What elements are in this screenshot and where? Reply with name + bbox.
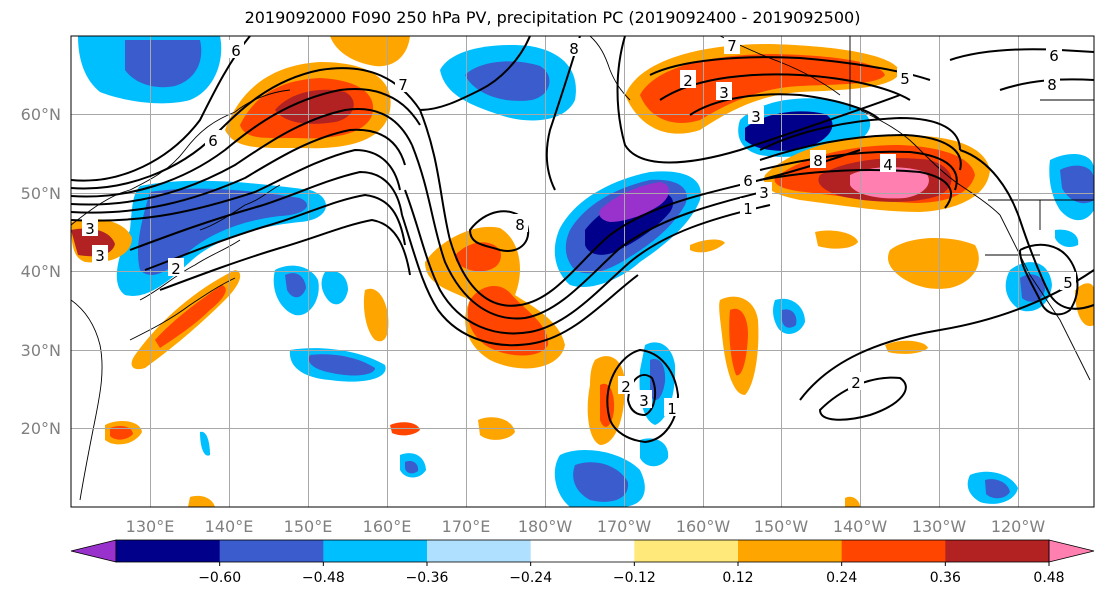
map-title: 2019092000 F090 250 hPa PV, precipitatio… (244, 8, 861, 27)
svg-text:3: 3 (719, 84, 729, 102)
colorbar-label: −0.36 (406, 570, 449, 586)
contour-label: 3 (82, 218, 98, 238)
lon-tick-label: 160°E (363, 517, 412, 536)
contour-label: 3 (748, 106, 764, 126)
lat-tick-label: 60°N (21, 105, 61, 124)
gridlines (71, 36, 1094, 507)
svg-text:2: 2 (621, 378, 631, 396)
svg-text:8: 8 (515, 216, 525, 234)
colorbar-segment (738, 540, 843, 562)
lon-tick-label: 150°E (284, 517, 333, 536)
svg-text:5: 5 (1063, 274, 1073, 292)
svg-text:3: 3 (751, 108, 761, 126)
colorbar-segment (530, 540, 635, 562)
contour-label: 2 (848, 372, 864, 392)
colorbar-segment (219, 540, 324, 562)
svg-text:3: 3 (759, 184, 769, 202)
contour-labels: 6 8 7 6 3 3 7 5 6 8 2 3 2 8 6 3 1 8 4 3 … (82, 36, 1076, 418)
contour-label: 6 (740, 170, 756, 190)
colorbar-label: −0.12 (613, 570, 656, 586)
svg-text:1: 1 (667, 400, 677, 418)
svg-text:3: 3 (95, 247, 105, 265)
contour-label: 7 (395, 74, 411, 94)
lon-tick-label: 140°E (205, 517, 254, 536)
colorbar-extend-max (1048, 539, 1095, 563)
colorbar-label: −0.48 (302, 570, 345, 586)
svg-text:7: 7 (727, 37, 737, 55)
contour-label: 2 (680, 70, 696, 90)
lon-tick-label: 160°W (676, 517, 731, 536)
colorbar-label: −0.60 (198, 570, 241, 586)
svg-text:7: 7 (398, 76, 408, 94)
svg-text:8: 8 (569, 40, 579, 58)
lon-ticks: 130°E 140°E 150°E 160°E 170°E 180°W 170°… (126, 517, 1046, 536)
contour-label: 1 (664, 398, 680, 418)
lon-tick-label: 130°W (912, 517, 967, 536)
contour-label: 3 (636, 390, 652, 410)
contour-label: 6 (1046, 45, 1062, 65)
colorbar-label: 0.36 (930, 570, 961, 586)
colorbar-segment (427, 540, 532, 562)
lon-tick-label: 140°W (833, 517, 888, 536)
contour-label: 8 (566, 38, 582, 58)
colorbar-label: 0.24 (826, 570, 857, 586)
lat-tick-label: 30°N (21, 341, 61, 360)
svg-text:2: 2 (171, 260, 181, 278)
svg-text:3: 3 (639, 392, 649, 410)
colorbar-segment (323, 540, 428, 562)
colorbar: −0.60 −0.48 −0.36 −0.24 −0.12 0.12 0.24 0.36 0.4… (70, 539, 1095, 586)
svg-text:5: 5 (900, 70, 910, 88)
contour-label: 1 (740, 198, 756, 218)
map-frame (70, 35, 1095, 508)
svg-text:2: 2 (683, 72, 693, 90)
contour-label: 5 (897, 68, 913, 88)
contour-label: 3 (716, 82, 732, 102)
colorbar-segment (116, 540, 221, 562)
contour-label: 3 (92, 245, 108, 265)
lat-tick-label: 20°N (21, 419, 61, 438)
lon-tick-label: 120°W (991, 517, 1046, 536)
contour-label: 4 (880, 154, 896, 174)
svg-text:8: 8 (1047, 76, 1057, 94)
svg-text:6: 6 (231, 42, 241, 60)
colorbar-extend-min (70, 539, 117, 563)
lat-tick-label: 40°N (21, 262, 61, 281)
colorbar-segment (945, 540, 1050, 562)
lon-tick-label: 180°W (518, 517, 573, 536)
contour-label: 8 (1044, 74, 1060, 94)
svg-text:4: 4 (883, 156, 893, 174)
contour-label: 8 (810, 150, 826, 170)
svg-text:3: 3 (85, 220, 95, 238)
contour-label: 7 (724, 36, 740, 55)
contour-label: 2 (168, 258, 184, 278)
contour-label: 6 (228, 40, 244, 60)
contour-label: 8 (512, 214, 528, 234)
lat-tick-label: 50°N (21, 184, 61, 203)
colorbar-segment (634, 540, 739, 562)
lon-tick-label: 130°E (126, 517, 175, 536)
colorbar-segment (841, 540, 946, 562)
svg-text:6: 6 (1049, 47, 1059, 65)
svg-text:6: 6 (208, 132, 218, 150)
contour-label: 3 (756, 182, 772, 202)
lon-tick-label: 150°W (754, 517, 809, 536)
colorbar-label: 0.12 (722, 570, 753, 586)
contour-label: 2 (618, 376, 634, 396)
contour-label: 5 (1060, 272, 1076, 292)
lon-tick-label: 170°W (597, 517, 652, 536)
svg-text:6: 6 (743, 172, 753, 190)
pv-contours (71, 36, 1094, 444)
colorbar-border (115, 539, 1050, 563)
contour-label: 6 (205, 130, 221, 150)
colorbar-label: 0.48 (1033, 570, 1064, 586)
svg-text:8: 8 (813, 152, 823, 170)
svg-text:1: 1 (743, 200, 753, 218)
lon-tick-label: 170°E (442, 517, 491, 536)
lat-ticks: 60°N 50°N 40°N 30°N 20°N (21, 105, 61, 438)
colorbar-label: −0.24 (509, 570, 552, 586)
svg-text:2: 2 (851, 374, 861, 392)
